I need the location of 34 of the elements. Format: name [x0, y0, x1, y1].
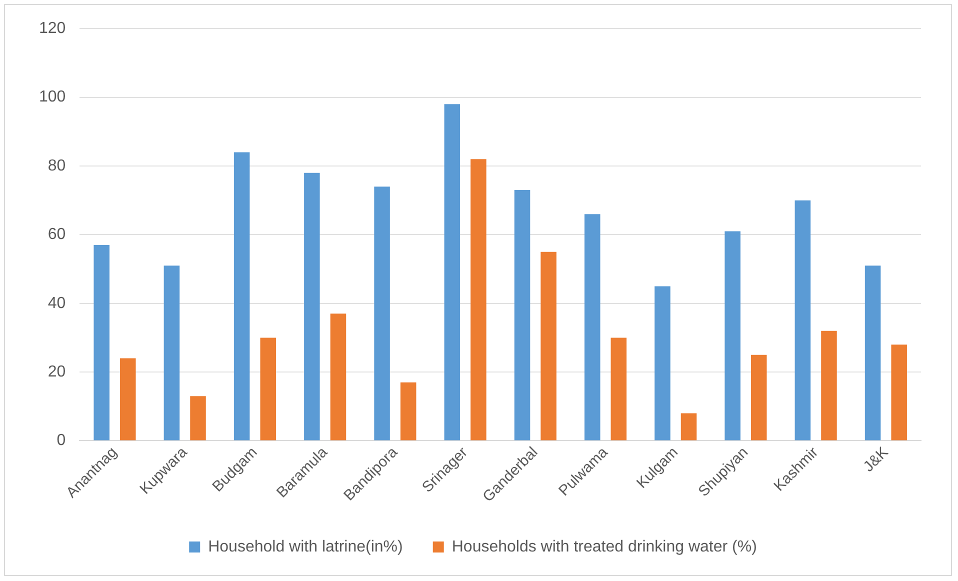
bar	[724, 231, 740, 440]
bar	[540, 252, 556, 440]
bar	[794, 200, 811, 440]
bar	[94, 244, 110, 440]
bar	[444, 104, 460, 440]
bar	[514, 190, 530, 440]
bar	[374, 186, 390, 440]
y-tick-label: 80	[48, 157, 66, 174]
y-tick-label: 40	[48, 294, 66, 312]
bar	[234, 152, 250, 440]
bar	[680, 413, 697, 440]
bar	[654, 286, 670, 440]
legend-label: Household with latrine(in%)	[208, 538, 403, 556]
bar	[821, 330, 837, 440]
x-tick-label: J&K	[860, 444, 892, 476]
bar	[164, 266, 180, 440]
bar	[190, 396, 206, 440]
y-tick-label: 60	[48, 226, 66, 244]
y-tick-label: 120	[38, 20, 66, 38]
bar	[750, 354, 767, 440]
y-tick-label: 20	[48, 363, 66, 380]
bar	[610, 338, 627, 440]
bar	[330, 314, 346, 440]
bar	[120, 358, 136, 440]
bar	[470, 159, 486, 440]
bar	[864, 266, 881, 440]
y-tick-label: 0	[56, 432, 66, 450]
bar	[400, 382, 416, 440]
bar	[891, 344, 907, 440]
bar	[260, 338, 276, 440]
legend-label: Households with treated drinking water (%)	[452, 538, 757, 556]
bar	[304, 172, 320, 440]
y-tick-label: 100	[38, 88, 66, 106]
bar	[584, 214, 600, 440]
